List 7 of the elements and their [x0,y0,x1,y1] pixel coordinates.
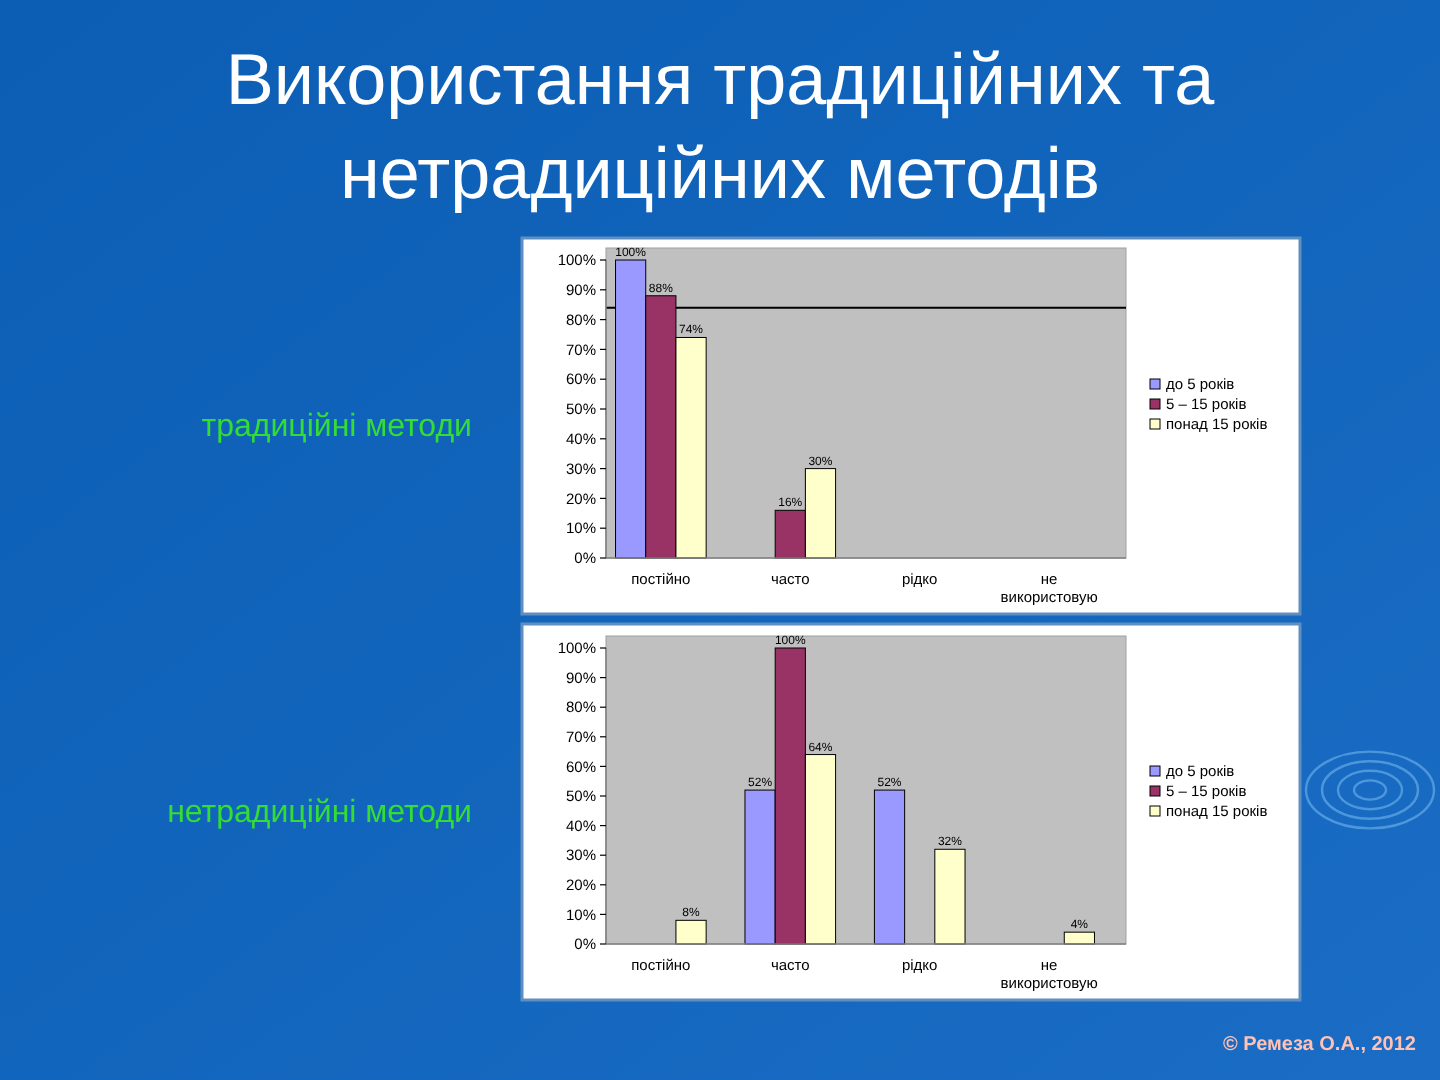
y-axis-title: нетрадиційні методи [167,796,472,830]
bar [675,919,707,945]
bar [873,789,906,945]
y-axis-title: традиційні методи [201,410,472,444]
bar [934,848,966,945]
text: © Ремеза О.А., 2012 [1223,1034,1417,1056]
chart-title: Використання традиційних та нетрадиційних методів [225,38,1217,214]
